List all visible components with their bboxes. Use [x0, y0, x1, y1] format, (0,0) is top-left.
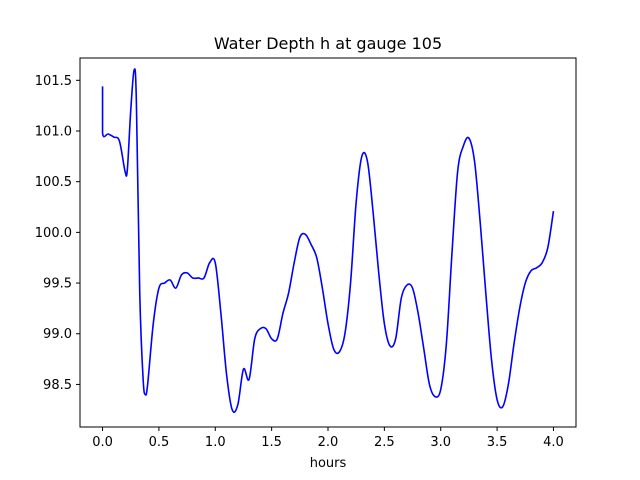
- data-marks: [101, 68, 555, 413]
- y-tick-label: 101.5: [35, 74, 72, 89]
- x-axis-label: hours: [310, 456, 347, 471]
- chart-title: Water Depth h at gauge 105: [214, 34, 442, 53]
- x-tick-label: 2.5: [374, 435, 395, 450]
- series-line-0: [101, 68, 555, 413]
- plot-area: [80, 58, 576, 427]
- x-tick-label: 0.0: [92, 435, 113, 450]
- x-tick-label: 4.0: [543, 435, 564, 450]
- y-tick-label: 98.5: [43, 378, 72, 393]
- y-tick-label: 100.5: [35, 175, 72, 190]
- y-tick-label: 101.0: [35, 124, 72, 139]
- x-tick-label: 0.5: [149, 435, 170, 450]
- x-tick-label: 2.0: [318, 435, 339, 450]
- y-tick-label: 100.0: [35, 226, 72, 241]
- x-tick-label: 3.5: [487, 435, 508, 450]
- x-tick-label: 3.0: [430, 435, 451, 450]
- x-tick-label: 1.5: [261, 435, 282, 450]
- axes: 0.0 0.5 1.0 1.5 2.0 2.5 3.0 3.5 4.0 98.5 99.0 99.5 1…: [35, 57, 577, 450]
- y-tick-label: 99.0: [43, 327, 72, 342]
- y-tick-label: 99.5: [43, 277, 72, 292]
- x-tick-label: 1.0: [205, 435, 226, 450]
